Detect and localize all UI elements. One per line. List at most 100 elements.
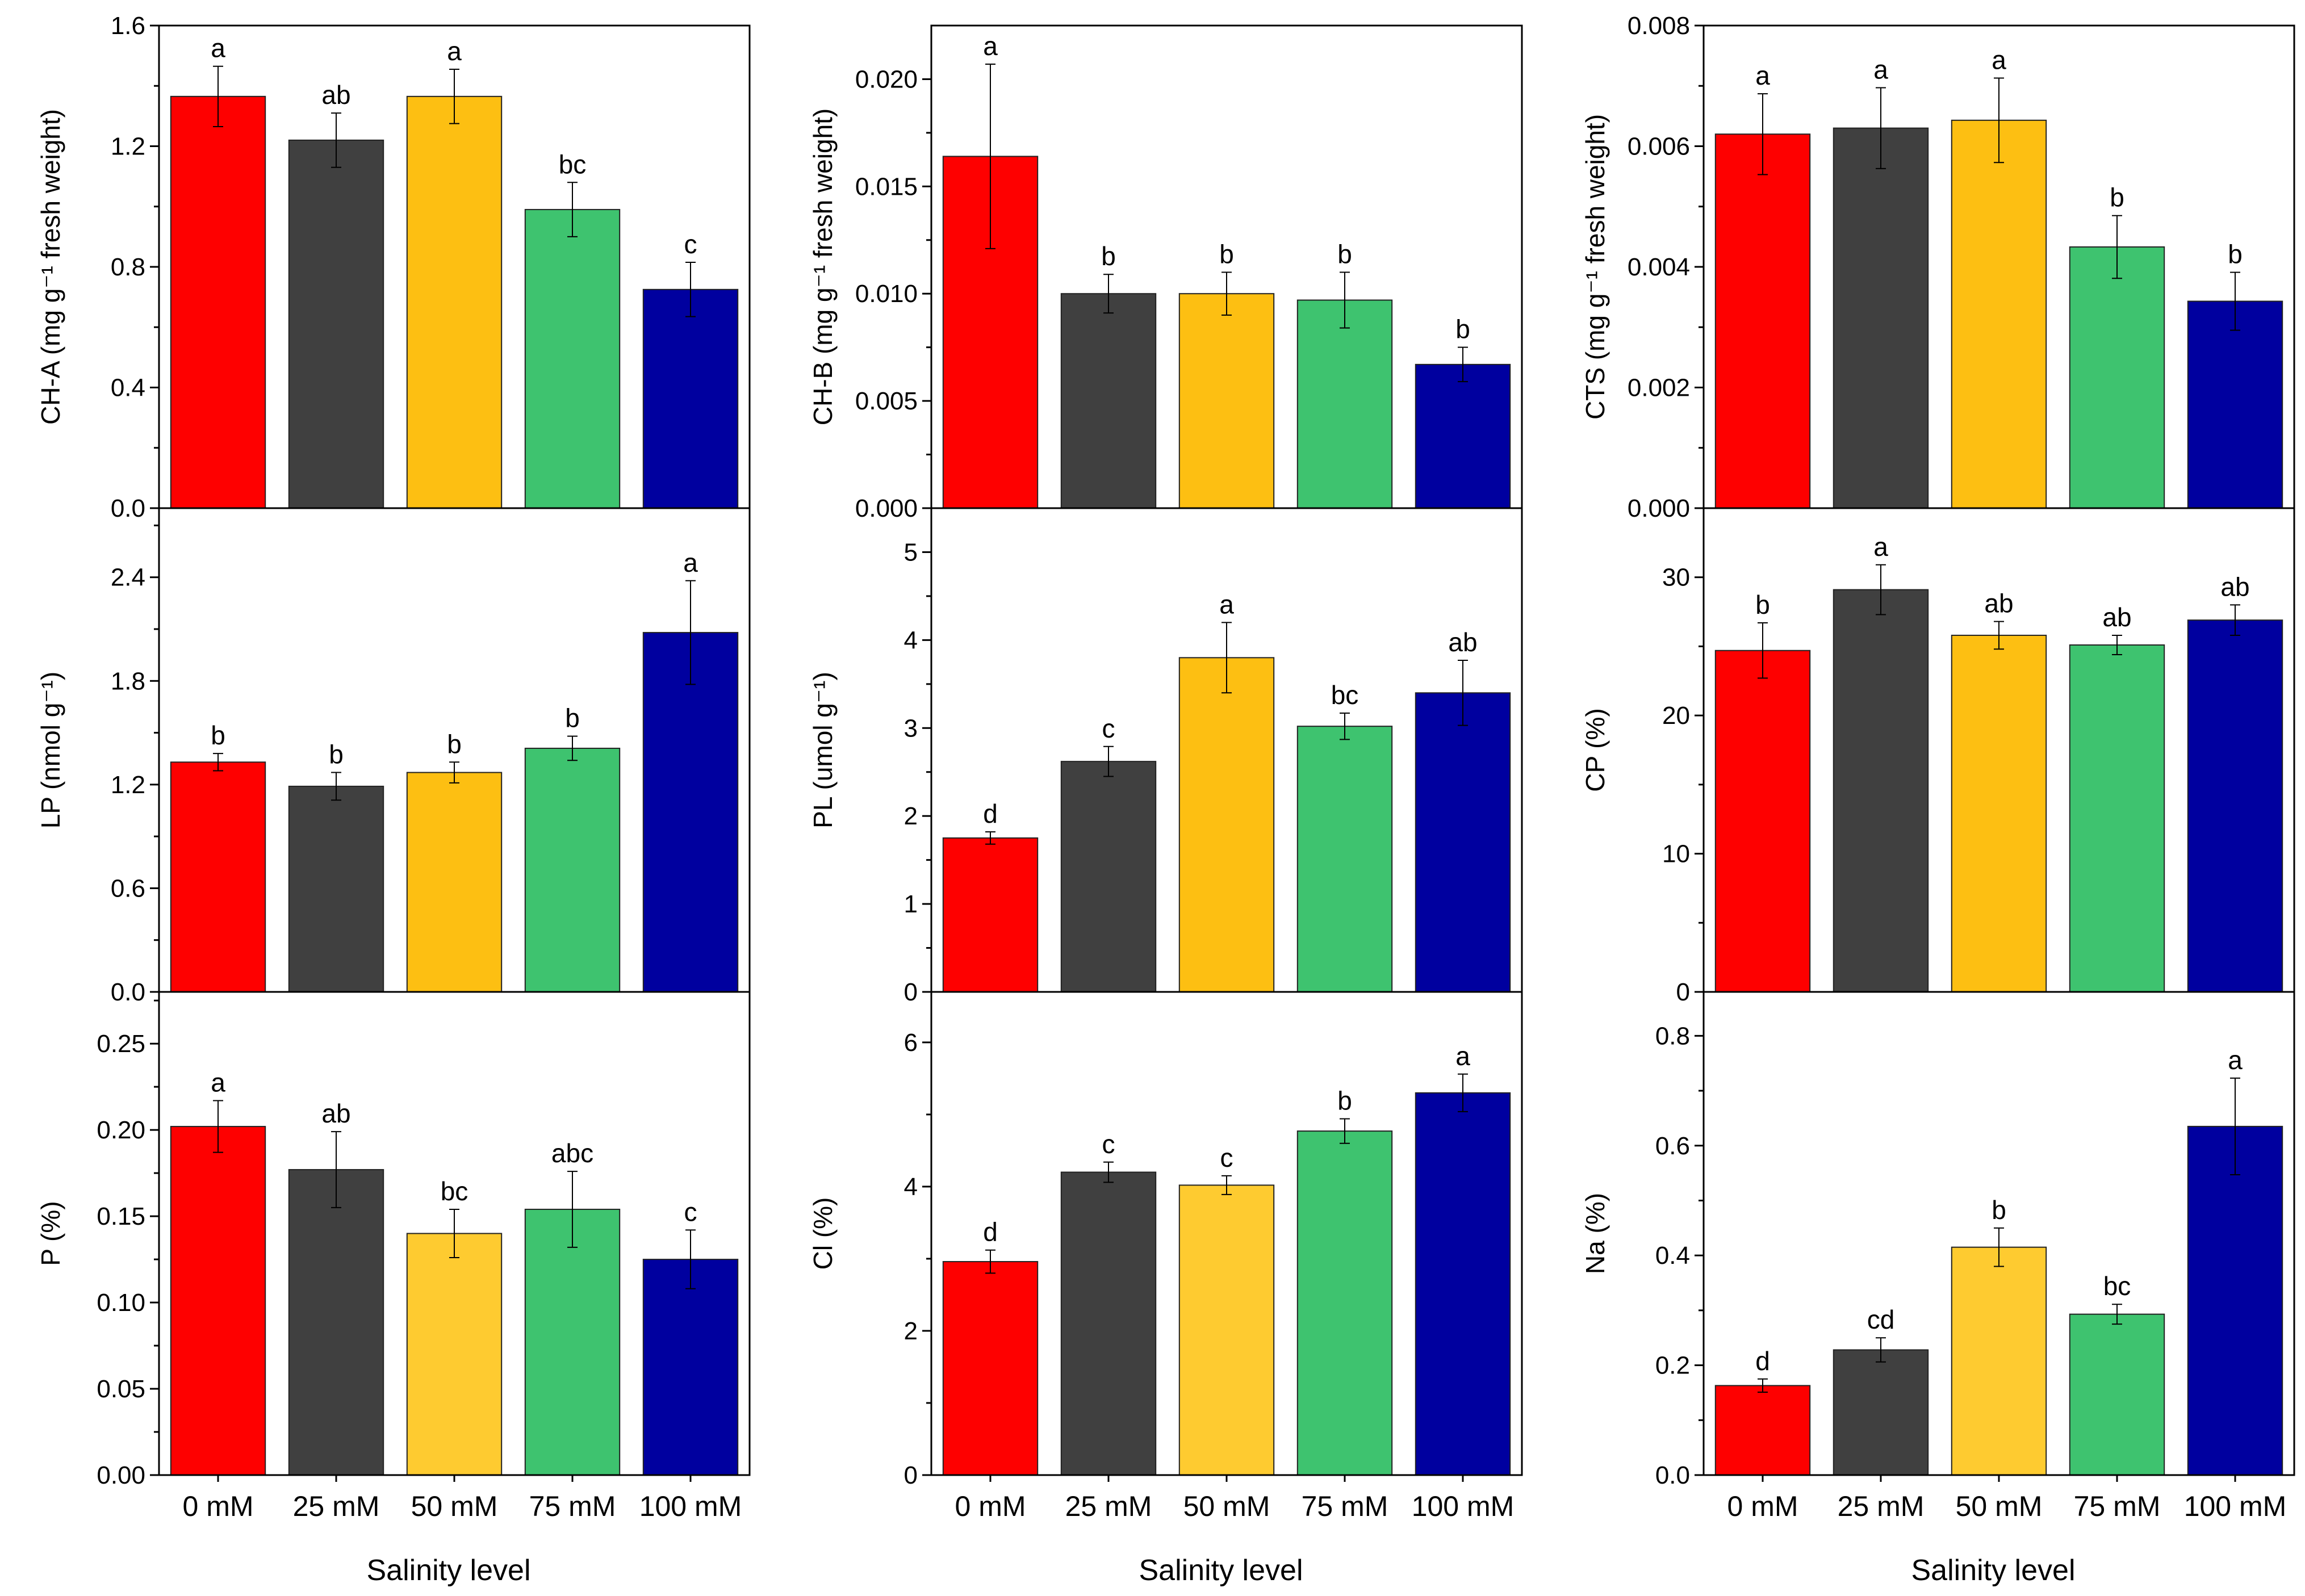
significance-label: a xyxy=(1873,532,1888,562)
y-tick-label: 1.2 xyxy=(111,771,145,799)
error-bar-ch-a-0 xyxy=(213,65,223,127)
y-tick-label: 0.0 xyxy=(111,978,145,1006)
y-tick-label: 0.6 xyxy=(111,874,145,902)
error-bar-lp-3 xyxy=(567,735,578,761)
error-bar-cl-4 xyxy=(1458,1073,1468,1112)
significance-label: ab xyxy=(2220,572,2249,601)
y-tick-label: 0.4 xyxy=(111,374,145,402)
significance-label: b xyxy=(1755,590,1770,619)
bar-p-1 xyxy=(288,1169,384,1476)
panel-cp: b a ab ab ab 0 10 20 30 CP (%) xyxy=(1580,507,2295,1006)
y-axis-label-ch-b: CH-B (mg g⁻¹ fresh weight) xyxy=(808,108,838,426)
y-tick-label: 0.05 xyxy=(97,1375,145,1403)
significance-label: b xyxy=(447,729,462,759)
y-tick-label: 0.00 xyxy=(97,1461,145,1489)
significance-label: abc xyxy=(551,1138,593,1168)
y-axis-label-cl: Cl (%) xyxy=(808,1197,838,1270)
x-axis-title: Salinity level xyxy=(1139,1554,1303,1587)
significance-label: bc xyxy=(1331,680,1359,710)
y-tick-label: 0 xyxy=(904,1461,918,1489)
significance-label: c xyxy=(1220,1143,1233,1172)
significance-label: c xyxy=(684,1197,697,1226)
bar-cp-4 xyxy=(2187,619,2283,992)
bar-cts-4 xyxy=(2187,300,2283,509)
y-axis-label-p: P (%) xyxy=(36,1201,65,1266)
y-tick-label: 0.015 xyxy=(855,173,918,200)
significance-label: b xyxy=(211,720,225,750)
significance-label: ab xyxy=(321,80,350,110)
error-bar-ch-b-2 xyxy=(1221,271,1232,316)
y-tick-label: 10 xyxy=(1662,840,1690,868)
y-tick-label: 0.8 xyxy=(111,253,145,281)
bar-cl-0 xyxy=(942,1261,1039,1476)
significance-label: b xyxy=(1337,1086,1352,1116)
significance-label: a xyxy=(1755,61,1770,90)
error-bar-lp-1 xyxy=(331,772,341,801)
significance-label: d xyxy=(983,1217,998,1247)
y-axis-label-ch-a: CH-A (mg g⁻¹ fresh weight) xyxy=(36,109,65,425)
significance-label: bc xyxy=(2103,1271,2131,1301)
panel-na: d cd b bc a 0.0 0.2 0.4 0.6 0.8 Na (%) 0 mM 25 mM 50 … xyxy=(1580,991,2295,1587)
bar-cl-3 xyxy=(1296,1130,1393,1476)
y-tick-label: 4 xyxy=(904,626,918,654)
bar-pl-3 xyxy=(1296,726,1393,992)
y-tick-label: 0.005 xyxy=(855,387,918,415)
significance-label: a xyxy=(1219,589,1234,619)
y-tick-label: 0.010 xyxy=(855,280,918,308)
y-axis-label-cts: CTS (mg g⁻¹ fresh weight) xyxy=(1580,114,1610,420)
x-tick-label: 75 mM xyxy=(2074,1490,2161,1522)
panel-ch-b: a b b b b 0.000 0.005 0.010 0.015 0.020 CH-B (mg g… xyxy=(808,24,1523,522)
bar-cp-1 xyxy=(1833,589,1929,992)
error-bar-pl-1 xyxy=(1103,745,1114,777)
significance-label: b xyxy=(329,740,344,769)
significance-label: a xyxy=(1455,1041,1470,1071)
error-bar-cts-4 xyxy=(2230,271,2240,331)
y-tick-label: 0.2 xyxy=(1655,1352,1690,1380)
bar-ch-b-1 xyxy=(1060,293,1157,509)
bar-lp-2 xyxy=(406,772,503,992)
significance-label: a xyxy=(211,33,225,63)
significance-label: a xyxy=(683,548,698,577)
panel-lp: b b b b a 0.0 0.6 1.2 1.8 2.4 LP (nmol g⁻¹) xyxy=(36,507,751,1006)
y-tick-label: 0 xyxy=(904,978,918,1006)
bar-pl-0 xyxy=(942,837,1039,992)
y-tick-label: 0.8 xyxy=(1655,1022,1690,1050)
bar-cts-0 xyxy=(1714,133,1811,509)
y-tick-label: 0.0 xyxy=(1655,1461,1690,1489)
y-tick-label: 0.002 xyxy=(1628,374,1690,402)
bar-p-3 xyxy=(524,1208,621,1476)
error-bar-cp-2 xyxy=(1994,621,2004,650)
y-tick-label: 1.2 xyxy=(111,133,145,161)
error-bar-na-3 xyxy=(2112,1304,2122,1325)
y-tick-label: 0.008 xyxy=(1628,12,1690,40)
error-bar-cl-3 xyxy=(1340,1118,1350,1144)
y-tick-label: 0 xyxy=(1676,978,1690,1006)
panel-ch-a: a ab a bc c 0.0 0.4 0.8 1.2 1.6 CH-A (mg g⁻¹ fresh… xyxy=(36,12,751,522)
bar-ch-a-1 xyxy=(288,139,384,509)
y-tick-label: 20 xyxy=(1662,702,1690,730)
error-bar-pl-2 xyxy=(1221,622,1232,694)
significance-label: b xyxy=(1992,1195,2006,1225)
panel-pl: d c a bc ab 0 1 2 3 4 5 PL (umol g⁻¹) xyxy=(808,507,1523,1006)
bar-cp-2 xyxy=(1951,634,2047,993)
significance-label: ab xyxy=(321,1099,350,1128)
error-bar-ch-a-1 xyxy=(331,112,341,168)
panel-cl: d c c b a 0 2 4 6 Cl (%) 0 mM 25 mM 50 mM 75 mM 100 mM… xyxy=(808,991,1523,1587)
error-bar-na-4 xyxy=(2230,1077,2240,1176)
bar-p-0 xyxy=(170,1126,266,1476)
bar-ch-b-2 xyxy=(1178,293,1275,509)
x-tick-label: 100 mM xyxy=(2184,1490,2287,1522)
bar-lp-1 xyxy=(288,785,384,993)
bar-lp-0 xyxy=(170,761,266,993)
y-tick-label: 0.000 xyxy=(1628,495,1690,522)
bar-na-3 xyxy=(2069,1313,2165,1476)
x-tick-label: 25 mM xyxy=(1065,1490,1152,1522)
significance-label: d xyxy=(983,799,998,828)
error-bar-cp-4 xyxy=(2230,604,2240,636)
bar-cl-2 xyxy=(1178,1184,1275,1476)
y-axis-label-na: Na (%) xyxy=(1580,1193,1610,1274)
error-bar-cp-0 xyxy=(1758,622,1768,679)
bar-na-2 xyxy=(1951,1246,2047,1476)
significance-label: c xyxy=(1102,1129,1115,1159)
